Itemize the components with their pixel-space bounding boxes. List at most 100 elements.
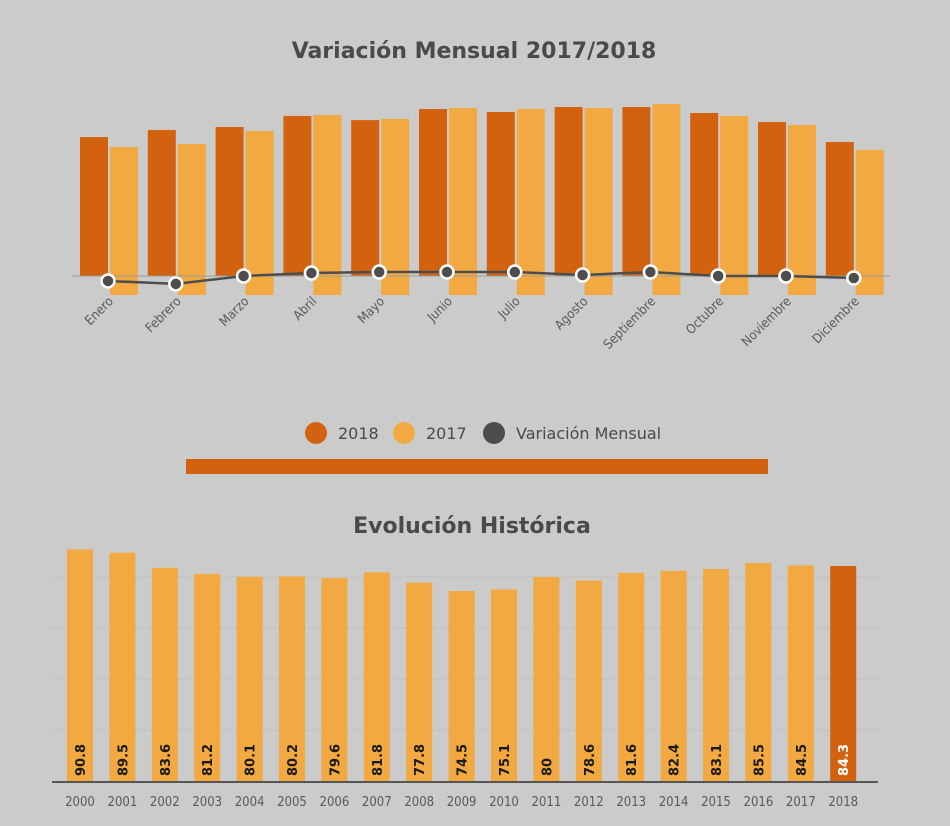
bar-2018 xyxy=(80,137,108,276)
x-tick-label: 2003 xyxy=(192,795,222,810)
bar-2018 xyxy=(690,112,719,276)
x-tick-label: Agosto xyxy=(552,294,591,333)
bar-2017 xyxy=(449,108,477,295)
variation-point xyxy=(846,270,862,286)
history-bar xyxy=(363,572,390,781)
history-bar xyxy=(533,577,560,781)
legend-label: 2018 xyxy=(338,424,379,443)
history-x-labels: 2000 2001 2002 2003 2004 2005 2006 2007 2008 2009… xyxy=(65,795,858,810)
bar-2017 xyxy=(584,108,613,295)
value-label: 80.2 xyxy=(286,744,301,776)
variation-line xyxy=(107,270,854,286)
bar-2017 xyxy=(652,104,681,295)
history-bar xyxy=(787,565,814,781)
value-label: 83.6 xyxy=(159,744,174,776)
history-bar xyxy=(194,573,221,781)
x-tick-label: Enero xyxy=(82,294,116,328)
bar-2018 xyxy=(554,107,583,276)
history-bar xyxy=(67,549,93,781)
x-tick-label: 2014 xyxy=(659,795,689,810)
x-tick-label: 2012 xyxy=(574,795,604,810)
history-bar xyxy=(575,580,602,781)
history-bar xyxy=(321,578,348,781)
value-label: 81.2 xyxy=(201,744,216,776)
x-tick-label: 2011 xyxy=(532,795,562,810)
variation-point xyxy=(642,264,659,280)
x-tick-label: 2007 xyxy=(362,795,392,810)
history-bar xyxy=(660,570,687,781)
value-label: 78.6 xyxy=(583,744,598,776)
bar-2018 xyxy=(825,142,854,276)
value-label: 77.8 xyxy=(413,744,428,776)
legend-label: 2017 xyxy=(426,424,467,443)
monthly-bars xyxy=(80,104,884,296)
value-label: 81.8 xyxy=(371,744,386,776)
legend-item[interactable]: 2017 xyxy=(393,422,467,444)
variation-point xyxy=(778,268,794,284)
bar-2017 xyxy=(516,109,545,296)
x-tick-label: Diciembre xyxy=(810,294,863,347)
variation-point xyxy=(507,264,523,280)
history-bar xyxy=(151,567,178,781)
history-bar xyxy=(618,572,645,781)
variation-point xyxy=(235,268,252,284)
history-bar xyxy=(279,576,305,781)
x-tick-label: 2018 xyxy=(828,795,858,810)
x-tick-label: Marzo xyxy=(217,294,253,330)
monthly-variation-line xyxy=(100,264,862,292)
bar-2017 xyxy=(110,146,138,295)
value-label: 84.5 xyxy=(795,744,810,776)
history-bars: 90.8 89.5 83.6 81.2 80.1 80.2 79.6 81.8 77.8 74.5… xyxy=(67,549,857,781)
value-label: 75.1 xyxy=(498,744,513,776)
x-tick-label: Febrero xyxy=(143,294,185,336)
x-tick-label: Septiembre xyxy=(601,294,659,352)
variation-point xyxy=(574,267,591,283)
bar-2017 xyxy=(177,144,206,295)
bar-2018 xyxy=(351,120,380,276)
value-label: 79.6 xyxy=(328,744,343,776)
legend-swatch-icon xyxy=(305,422,327,444)
x-tick-label: 2006 xyxy=(320,795,350,810)
x-tick-label: Julio xyxy=(495,294,524,323)
x-tick-label: 2008 xyxy=(404,795,434,810)
x-tick-label: 2000 xyxy=(65,795,95,810)
x-tick-label: 2004 xyxy=(235,795,265,810)
legend-item[interactable]: 2018 xyxy=(305,422,379,444)
legend-item[interactable]: Variación Mensual xyxy=(483,422,661,444)
bar-2018 xyxy=(215,127,244,276)
legend-label: Variación Mensual xyxy=(516,424,661,443)
history-bar xyxy=(745,562,772,781)
x-tick-label: 2005 xyxy=(277,795,307,810)
x-tick-label: 2001 xyxy=(108,795,138,810)
x-tick-label: 2016 xyxy=(744,795,774,810)
x-tick-label: 2017 xyxy=(786,795,816,810)
section-divider xyxy=(186,459,768,474)
variation-point xyxy=(168,276,184,292)
variation-point xyxy=(371,264,387,280)
x-tick-label: Junio xyxy=(424,294,456,326)
bar-2017 xyxy=(788,125,816,296)
x-tick-label: Noviembre xyxy=(739,294,795,350)
value-label: 81.6 xyxy=(625,744,640,776)
bar-2018 xyxy=(419,109,447,277)
bar-2018 xyxy=(622,107,651,276)
x-tick-label: 2013 xyxy=(616,795,646,810)
legend-swatch-icon xyxy=(393,422,415,444)
bar-2018 xyxy=(486,111,515,277)
legend-swatch-icon xyxy=(483,422,505,444)
value-label: 82.4 xyxy=(668,744,683,776)
bar-2017 xyxy=(720,115,749,295)
history-bar xyxy=(830,566,857,781)
history-bar xyxy=(448,591,475,781)
value-label: 83.1 xyxy=(710,744,725,776)
history-chart-title: Evolución Histórica xyxy=(353,514,591,539)
value-label: 80 xyxy=(540,758,555,776)
variation-point xyxy=(303,265,320,281)
history-bar xyxy=(236,576,263,781)
x-tick-label: 2002 xyxy=(150,795,180,810)
history-bar xyxy=(109,552,136,781)
history-bar xyxy=(406,582,433,781)
monthly-x-labels: Enero Febrero Marzo Abril Mayo Junio Julio Agos… xyxy=(82,294,862,352)
x-tick-label: Abril xyxy=(291,294,321,324)
x-tick-label: 2009 xyxy=(447,795,477,810)
